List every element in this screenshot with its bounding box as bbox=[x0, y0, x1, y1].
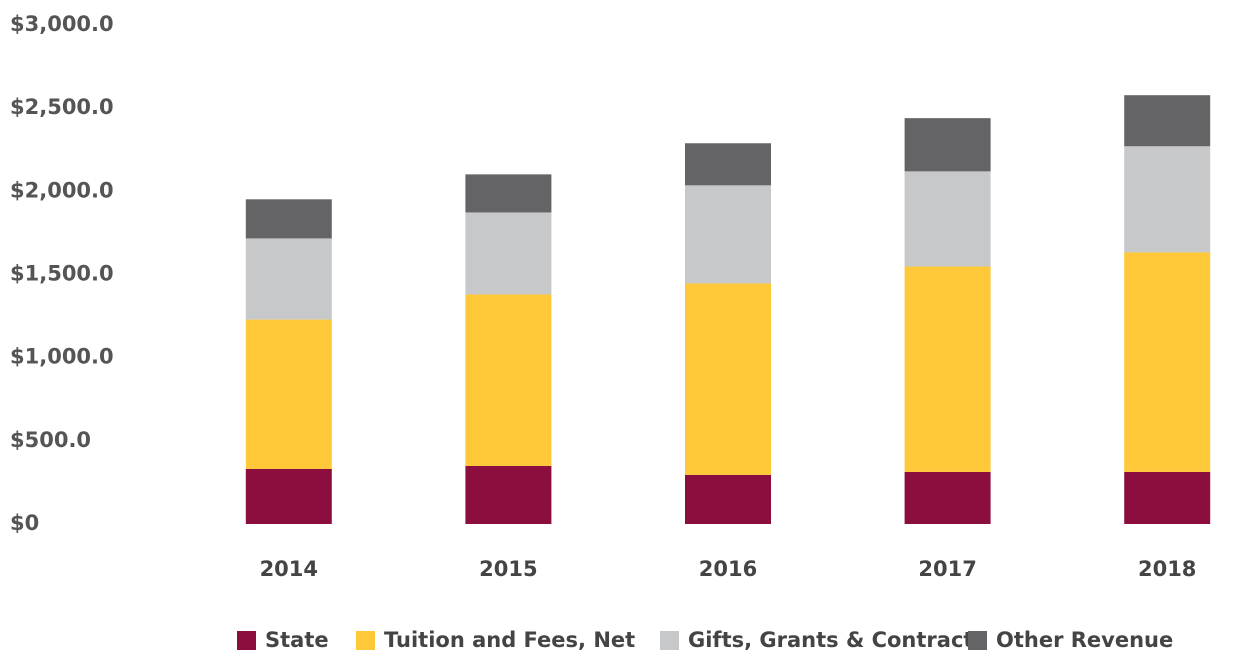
bar-segment bbox=[904, 266, 991, 472]
legend-label: Tuition and Fees, Net bbox=[384, 628, 635, 652]
x-tick-label: 2016 bbox=[699, 557, 757, 581]
bar-segment bbox=[245, 238, 332, 320]
bar-segment bbox=[1124, 146, 1211, 253]
bar-segment bbox=[1124, 95, 1211, 147]
y-tick-label: $0 bbox=[10, 511, 39, 535]
bar-segment bbox=[904, 471, 991, 524]
bar-segment bbox=[465, 212, 552, 295]
bar-segment bbox=[245, 468, 332, 524]
bar-segment bbox=[245, 319, 332, 469]
x-tick-label: 2015 bbox=[479, 557, 537, 581]
x-tick-label: 2017 bbox=[918, 557, 976, 581]
x-tick-label: 2018 bbox=[1138, 557, 1196, 581]
legend-swatch bbox=[237, 631, 256, 650]
bar-segment bbox=[685, 143, 771, 186]
bar-segment bbox=[245, 199, 332, 239]
bar-segment bbox=[1124, 252, 1211, 472]
y-tick-label: $500.0 bbox=[10, 428, 91, 452]
legend-label: State bbox=[265, 628, 329, 652]
y-tick-label: $1,000.0 bbox=[10, 345, 114, 369]
bar-segment bbox=[465, 174, 552, 213]
legend-swatch bbox=[968, 631, 987, 650]
legend-label: Other Revenue bbox=[996, 628, 1173, 652]
y-tick-label: $2,500.0 bbox=[10, 95, 114, 119]
bar-segment bbox=[685, 283, 771, 475]
bar-segment bbox=[685, 474, 771, 524]
y-tick-label: $3,000.0 bbox=[10, 12, 114, 36]
bar-segment bbox=[685, 185, 771, 284]
legend-label: Gifts, Grants & Contracts bbox=[688, 628, 986, 652]
y-tick-label: $2,000.0 bbox=[10, 178, 114, 202]
x-tick-label: 2014 bbox=[260, 557, 318, 581]
bar-segment bbox=[1124, 471, 1211, 524]
bar-segment bbox=[465, 465, 552, 524]
bar-segment bbox=[465, 294, 552, 466]
legend-swatch bbox=[660, 631, 679, 650]
legend-swatch bbox=[356, 631, 375, 650]
bar-segment bbox=[904, 118, 991, 172]
bar-segment bbox=[904, 171, 991, 267]
y-tick-label: $1,500.0 bbox=[10, 262, 114, 286]
